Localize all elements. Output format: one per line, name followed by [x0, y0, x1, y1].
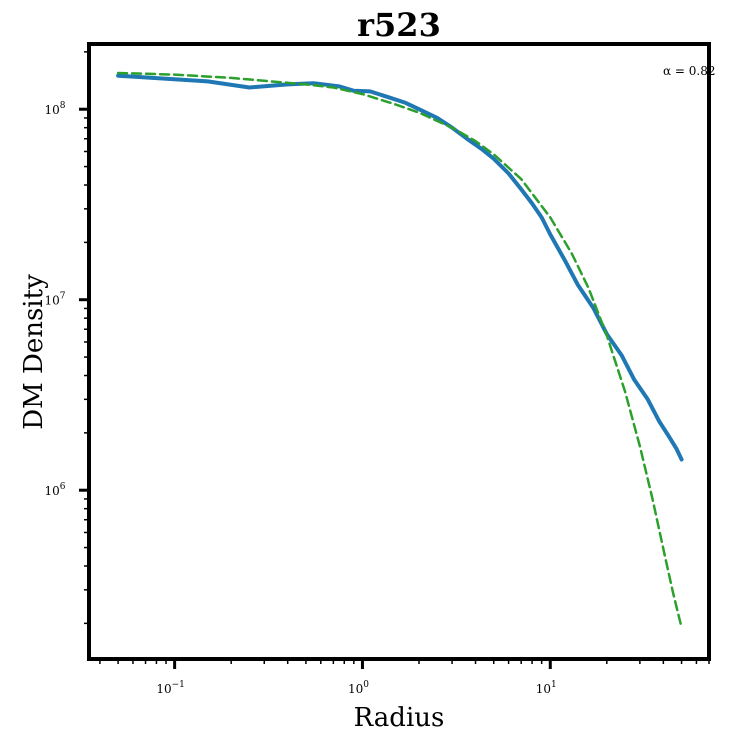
alpha-annotation: α = 0.82 [663, 64, 716, 78]
density-line [116, 73, 684, 462]
plot-frame [87, 42, 711, 661]
x-tick-label: 101 [536, 680, 557, 696]
fit-line [116, 71, 683, 629]
x-tick-label: 100 [348, 680, 369, 696]
chart-title: r523 [357, 6, 441, 44]
x-axis-label: Radius [354, 703, 445, 733]
y-tick-label: 106 [44, 482, 65, 498]
x-tick-label: 10−1 [156, 680, 185, 696]
y-tick-label: 108 [44, 101, 65, 117]
y-axis-label: DM Density [19, 274, 49, 430]
